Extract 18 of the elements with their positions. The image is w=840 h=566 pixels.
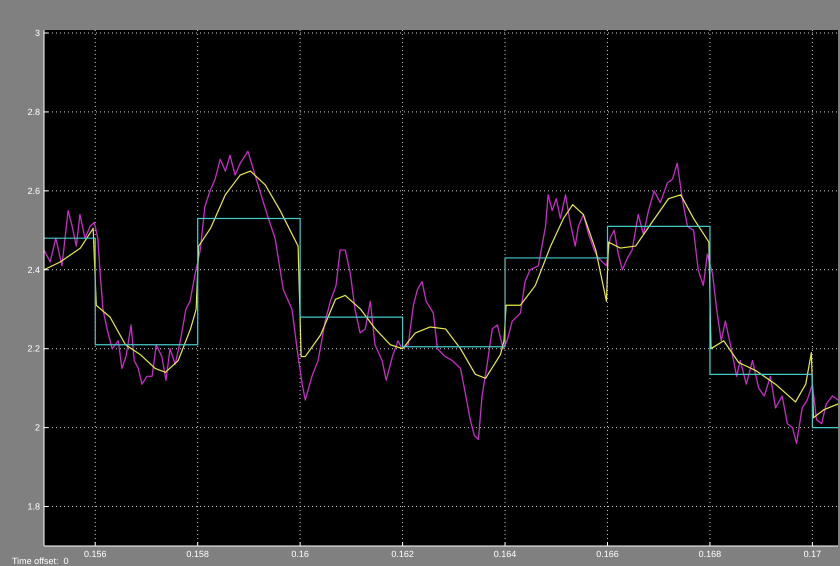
x-tick-label: 0.168 [698,549,722,559]
x-tick-label: 0.158 [186,549,209,559]
x-tick-label: 0.162 [391,549,414,559]
line-series [44,150,838,444]
line-series [44,170,838,418]
x-tick-label: 0.166 [596,549,619,559]
y-tick-label: 1.8 [27,502,40,512]
x-tick-label: 0.164 [494,549,516,559]
y-tick-label: 2.4 [27,264,40,275]
y-tick-label: 2 [34,422,40,433]
y-tick-label: 2.6 [27,186,40,196]
x-tick-label: 0.16 [291,549,309,559]
x-tick-label: 0.17 [804,549,822,559]
y-tick-label: 3 [34,28,40,38]
y-tick-label: 2.2 [27,344,40,354]
y-tick-label: 2.8 [27,106,40,117]
text: Time offset: 0 [12,556,69,566]
x-tick-label: 0.156 [84,549,106,559]
